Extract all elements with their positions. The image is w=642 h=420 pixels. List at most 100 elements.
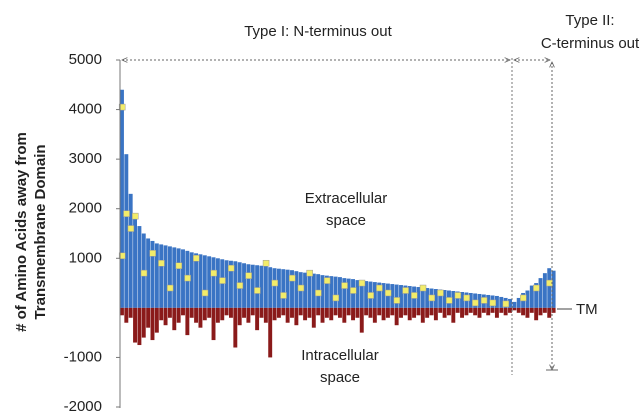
point	[262, 259, 270, 267]
bar	[394, 284, 399, 308]
bar	[272, 307, 277, 321]
bar	[477, 307, 482, 318]
bar	[233, 261, 238, 308]
bar	[516, 307, 521, 313]
bar	[534, 307, 539, 321]
bar	[120, 307, 124, 316]
bar	[211, 307, 216, 341]
bar	[368, 307, 373, 318]
bar	[407, 307, 412, 321]
point	[175, 262, 183, 269]
point	[428, 294, 435, 302]
bar	[176, 248, 181, 308]
bar	[124, 307, 129, 323]
bar	[154, 243, 159, 308]
bar	[285, 307, 290, 323]
bar	[355, 280, 360, 308]
bar	[442, 307, 447, 318]
bar	[525, 307, 530, 318]
y-tick-label: -1000	[64, 348, 102, 365]
bar	[276, 268, 281, 308]
bar	[359, 307, 364, 333]
bar	[381, 283, 386, 308]
bar	[128, 307, 133, 318]
bar	[508, 298, 512, 308]
bar	[220, 307, 225, 321]
bar	[146, 238, 151, 308]
bar	[521, 307, 526, 316]
bar	[534, 283, 539, 308]
bar	[303, 272, 308, 308]
bar	[364, 281, 369, 308]
bar	[290, 307, 294, 318]
bar	[342, 307, 347, 323]
bar	[172, 307, 177, 331]
point	[158, 259, 165, 267]
y-axis-label: Transmembrane Domain	[32, 144, 49, 319]
y-tick-label: 3000	[69, 150, 102, 167]
bar	[333, 307, 338, 316]
bar	[399, 307, 403, 318]
bar	[508, 307, 512, 313]
point	[402, 287, 409, 294]
bar	[263, 266, 268, 308]
bar	[324, 275, 329, 308]
bar	[455, 291, 460, 308]
bar	[438, 307, 443, 313]
point	[480, 297, 488, 304]
bar	[237, 307, 242, 326]
bar	[451, 307, 456, 323]
point	[271, 279, 279, 287]
bar	[250, 264, 255, 308]
bar	[242, 307, 247, 318]
bar	[372, 307, 377, 323]
point	[118, 103, 126, 111]
bar	[133, 213, 138, 308]
bar	[329, 307, 334, 321]
bar	[346, 278, 351, 308]
bar	[167, 307, 172, 318]
bar	[189, 307, 194, 318]
bar	[494, 295, 499, 308]
point	[502, 300, 510, 308]
bar	[512, 301, 517, 308]
bar	[420, 287, 425, 308]
bar	[159, 244, 164, 308]
point	[472, 299, 479, 307]
bar	[473, 307, 478, 316]
extracellular-label: space	[326, 212, 366, 229]
bar	[416, 307, 421, 316]
bar	[215, 258, 220, 308]
y-tick-label: -2000	[64, 398, 102, 415]
bar	[255, 265, 260, 308]
bar	[512, 307, 517, 311]
bar	[547, 307, 552, 318]
bar	[390, 284, 395, 308]
bar	[311, 273, 316, 308]
bar	[215, 307, 220, 323]
bar	[364, 307, 369, 316]
point	[254, 287, 261, 294]
bar	[207, 307, 212, 318]
bar	[124, 154, 129, 308]
point	[297, 284, 305, 292]
bar	[246, 307, 251, 323]
point	[166, 284, 174, 292]
bar	[499, 296, 504, 308]
bar	[324, 307, 329, 318]
bar	[338, 307, 342, 318]
point	[393, 297, 401, 304]
point	[332, 294, 340, 302]
point	[118, 252, 126, 260]
point	[437, 289, 444, 297]
point	[384, 289, 392, 297]
bar	[163, 307, 168, 326]
point	[149, 250, 156, 257]
point	[376, 284, 383, 292]
bar	[429, 307, 434, 316]
intracellular-label: Intracellular	[301, 347, 379, 364]
bar	[451, 291, 456, 308]
bar	[377, 307, 382, 316]
bar	[338, 277, 342, 308]
bar	[159, 307, 164, 321]
